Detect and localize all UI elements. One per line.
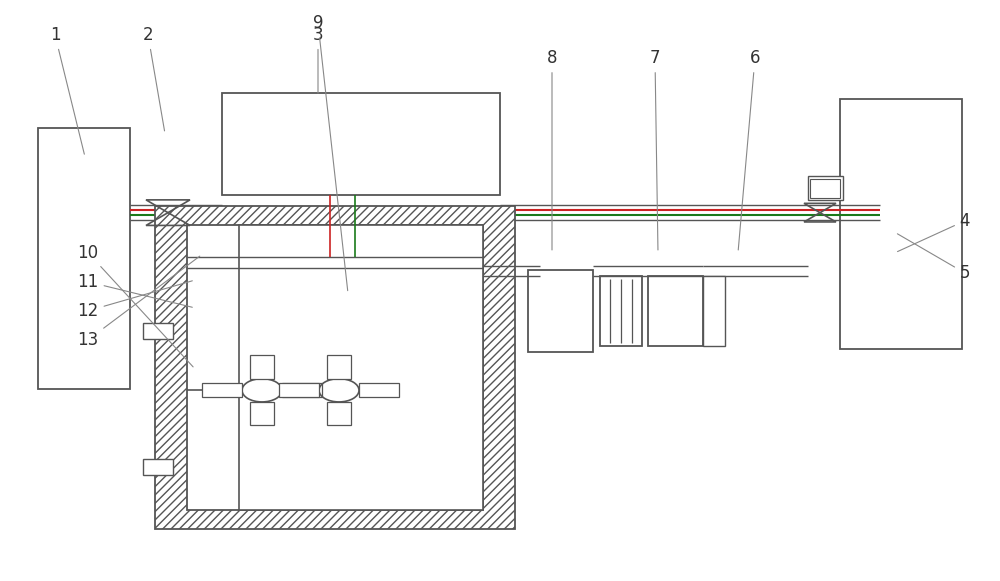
Bar <box>282 383 322 397</box>
Bar <box>703 276 725 346</box>
Bar <box>810 179 840 198</box>
Text: 12: 12 <box>77 281 192 320</box>
Bar <box>250 356 274 379</box>
Bar <box>222 93 500 195</box>
Bar <box>143 459 173 475</box>
Text: 13: 13 <box>77 256 200 349</box>
Text: 10: 10 <box>77 244 193 367</box>
Bar <box>155 206 515 529</box>
Bar <box>155 206 515 225</box>
Text: 6: 6 <box>738 49 760 250</box>
Bar <box>327 402 351 425</box>
Bar <box>202 383 242 397</box>
Bar <box>187 225 483 510</box>
Text: 2: 2 <box>143 26 165 131</box>
Bar <box>239 225 483 510</box>
Text: 4: 4 <box>898 212 970 252</box>
Bar <box>648 276 703 346</box>
Bar <box>327 356 351 379</box>
Bar <box>38 128 130 389</box>
Bar <box>250 402 274 425</box>
Bar <box>155 206 187 529</box>
Bar <box>155 510 515 529</box>
Text: 11: 11 <box>77 273 192 307</box>
Text: 5: 5 <box>897 234 970 282</box>
Bar <box>600 276 642 346</box>
Bar <box>840 99 962 349</box>
Bar <box>359 383 399 397</box>
Bar <box>528 270 593 352</box>
Text: 7: 7 <box>650 49 660 250</box>
Text: 9: 9 <box>313 15 348 290</box>
Text: 1: 1 <box>50 26 84 154</box>
Bar <box>808 176 843 200</box>
Text: 8: 8 <box>547 49 557 250</box>
Bar <box>143 322 173 339</box>
Text: 3: 3 <box>313 26 323 93</box>
Bar <box>483 206 515 529</box>
Bar <box>279 383 319 397</box>
